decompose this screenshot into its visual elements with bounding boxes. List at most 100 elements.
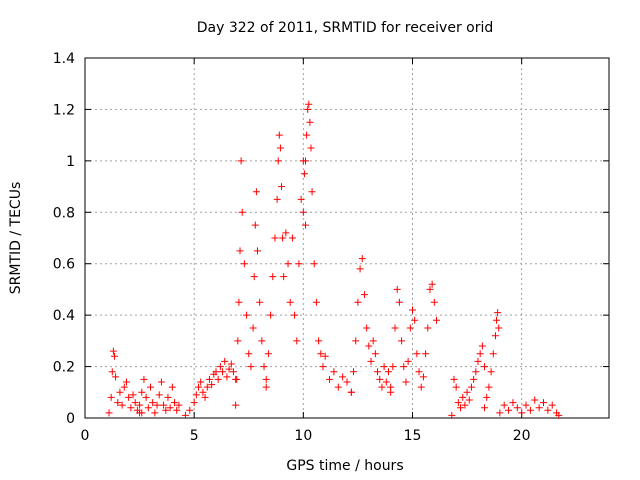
data-point: [110, 352, 118, 360]
data-point: [203, 383, 211, 391]
data-point: [199, 388, 207, 396]
data-point: [223, 373, 231, 381]
chart-title: Day 322 of 2011, SRMTID for receiver ori…: [197, 20, 494, 36]
data-point: [478, 342, 486, 350]
data-point: [395, 298, 403, 306]
data-point: [300, 170, 308, 178]
x-tick-label: 15: [404, 428, 422, 444]
data-point: [271, 234, 279, 242]
data-point: [419, 373, 427, 381]
data-point: [269, 273, 277, 281]
y-axis: 0 0.2 0.4 0.6 0.8 1 1.2 1.4: [53, 51, 609, 427]
data-point: [426, 285, 434, 293]
data-point: [286, 298, 294, 306]
data-point: [470, 375, 478, 383]
data-point: [175, 401, 183, 409]
data-point: [234, 337, 242, 345]
data-point: [181, 411, 189, 419]
data-point: [262, 375, 270, 383]
data-point: [315, 337, 323, 345]
data-point: [433, 316, 441, 324]
data-point: [430, 298, 438, 306]
data-point: [356, 265, 364, 273]
data-point: [216, 363, 224, 371]
grid-lines: [85, 58, 609, 418]
data-point: [448, 411, 456, 419]
data-point: [491, 332, 499, 340]
data-point: [535, 404, 543, 412]
data-point: [225, 365, 233, 373]
y-tick-label: 1.2: [53, 102, 75, 118]
data-point: [114, 399, 122, 407]
data-point: [459, 393, 467, 401]
data-points: [105, 100, 563, 419]
data-point: [107, 393, 115, 401]
data-point: [284, 260, 292, 268]
data-point: [367, 357, 375, 365]
data-point: [319, 363, 327, 371]
y-tick-label: 1.4: [53, 51, 75, 67]
data-point: [112, 373, 120, 381]
data-point: [162, 406, 170, 414]
y-axis-title: SRMTID / TECUs: [8, 182, 24, 295]
data-point: [387, 383, 395, 391]
data-point: [450, 375, 458, 383]
data-point: [495, 324, 503, 332]
data-point: [214, 375, 222, 383]
data-point: [358, 255, 366, 263]
data-point: [544, 406, 552, 414]
data-point: [330, 368, 338, 376]
data-point: [304, 105, 312, 113]
data-point: [509, 399, 517, 407]
data-point: [531, 396, 539, 404]
data-point: [526, 406, 534, 414]
data-point: [195, 383, 203, 391]
data-point: [389, 363, 397, 371]
data-point: [505, 406, 513, 414]
data-point: [363, 324, 371, 332]
data-point: [142, 393, 150, 401]
data-point: [235, 298, 243, 306]
data-point: [171, 399, 179, 407]
data-point: [371, 350, 379, 358]
data-point: [212, 368, 220, 376]
data-point: [157, 378, 165, 386]
data-point: [406, 324, 414, 332]
data-point: [513, 404, 521, 412]
data-point: [295, 260, 303, 268]
data-point: [400, 363, 408, 371]
data-point: [238, 208, 246, 216]
data-point: [485, 383, 493, 391]
data-point: [374, 368, 382, 376]
data-point: [267, 311, 275, 319]
data-point: [278, 183, 285, 191]
x-axis-title: GPS time / hours: [286, 458, 403, 474]
data-point: [402, 378, 410, 386]
data-point: [279, 234, 287, 242]
data-point: [229, 368, 237, 376]
data-point: [350, 368, 358, 376]
data-point: [518, 409, 526, 417]
data-point: [208, 381, 216, 389]
data-point: [166, 404, 174, 412]
data-point: [288, 234, 296, 242]
data-point: [116, 388, 124, 396]
data-point: [352, 337, 360, 345]
data-point: [205, 375, 213, 383]
x-axis: 0 5 10 15 20: [81, 58, 531, 444]
data-point: [118, 401, 126, 409]
data-point: [339, 373, 347, 381]
data-point: [108, 368, 116, 376]
data-point: [489, 350, 497, 358]
data-point: [249, 324, 257, 332]
data-point: [105, 409, 113, 417]
data-point: [190, 399, 198, 407]
data-point: [251, 221, 259, 229]
data-point: [428, 280, 436, 288]
data-point: [548, 401, 556, 409]
data-point: [264, 350, 272, 358]
data-point: [186, 406, 194, 414]
data-point: [297, 195, 305, 203]
data-point: [258, 337, 266, 345]
data-point: [317, 350, 325, 358]
